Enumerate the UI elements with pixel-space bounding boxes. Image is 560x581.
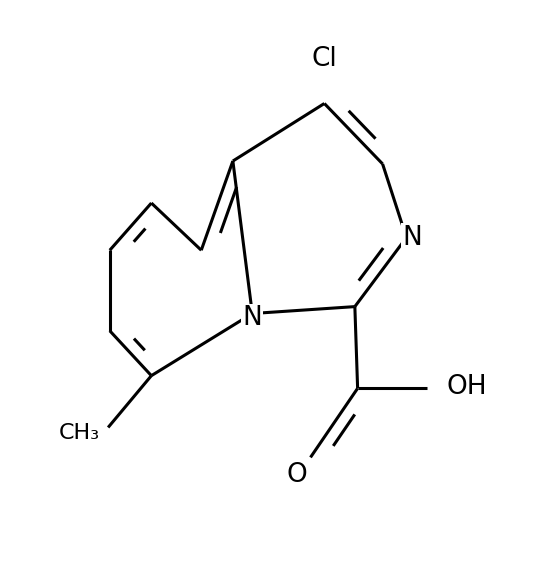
- Text: Cl: Cl: [311, 46, 337, 72]
- Text: N: N: [402, 225, 422, 250]
- Text: N: N: [242, 305, 262, 331]
- Text: OH: OH: [446, 374, 487, 400]
- Text: O: O: [286, 462, 307, 487]
- Text: CH₃: CH₃: [59, 423, 100, 443]
